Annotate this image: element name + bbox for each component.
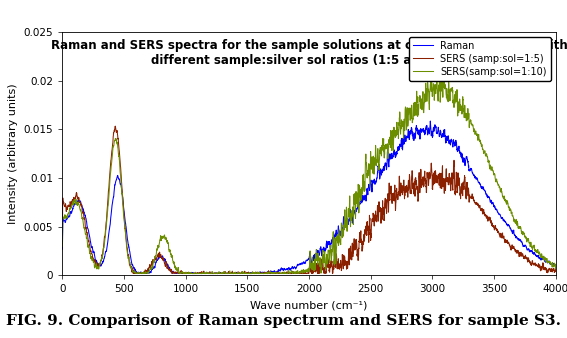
SERS(samp:sol=1:10) <box>133 271 139 275</box>
SERS(samp:sol=1:10) <box>115 152 122 156</box>
Raman <box>552 267 559 271</box>
Raman <box>59 247 66 251</box>
SERS (samp:sol=1:5) <box>112 124 119 128</box>
Text: Raman and SERS spectra for the sample solutions at concentration 1:20  with
diff: Raman and SERS spectra for the sample so… <box>50 40 567 67</box>
SERS(samp:sol=1:10) <box>543 260 549 264</box>
Raman <box>248 271 255 275</box>
Raman <box>427 119 434 123</box>
SERS(samp:sol=1:10) <box>490 169 497 173</box>
SERS (samp:sol=1:5) <box>116 145 122 149</box>
Raman <box>139 271 146 275</box>
SERS(samp:sol=1:10) <box>59 244 66 248</box>
X-axis label: Wave number (cm⁻¹): Wave number (cm⁻¹) <box>250 300 368 310</box>
Line: SERS(samp:sol=1:10): SERS(samp:sol=1:10) <box>62 73 556 273</box>
Raman <box>270 270 277 274</box>
SERS(samp:sol=1:10) <box>248 271 255 275</box>
Raman <box>115 177 122 181</box>
Y-axis label: Intensity (arbitrary units): Intensity (arbitrary units) <box>8 83 18 224</box>
SERS (samp:sol=1:5) <box>552 269 559 273</box>
SERS(samp:sol=1:10) <box>552 267 559 271</box>
SERS(samp:sol=1:10) <box>436 71 443 75</box>
Line: SERS (samp:sol=1:5): SERS (samp:sol=1:5) <box>62 126 556 273</box>
SERS (samp:sol=1:5) <box>270 271 277 275</box>
Line: Raman: Raman <box>62 121 556 273</box>
Legend: Raman, SERS (samp:sol=1:5), SERS(samp:sol=1:10): Raman, SERS (samp:sol=1:5), SERS(samp:so… <box>409 37 551 80</box>
Raman <box>490 202 497 206</box>
SERS (samp:sol=1:5) <box>248 271 255 275</box>
SERS (samp:sol=1:5) <box>131 271 138 275</box>
SERS (samp:sol=1:5) <box>490 224 497 228</box>
SERS (samp:sol=1:5) <box>145 267 151 271</box>
Raman <box>543 260 549 264</box>
Raman <box>145 269 151 273</box>
SERS(samp:sol=1:10) <box>145 270 151 274</box>
SERS(samp:sol=1:10) <box>270 270 277 274</box>
SERS (samp:sol=1:5) <box>543 268 549 272</box>
Text: FIG. 9. Comparison of Raman spectrum and SERS for sample S3.: FIG. 9. Comparison of Raman spectrum and… <box>6 314 561 328</box>
SERS (samp:sol=1:5) <box>59 235 66 239</box>
